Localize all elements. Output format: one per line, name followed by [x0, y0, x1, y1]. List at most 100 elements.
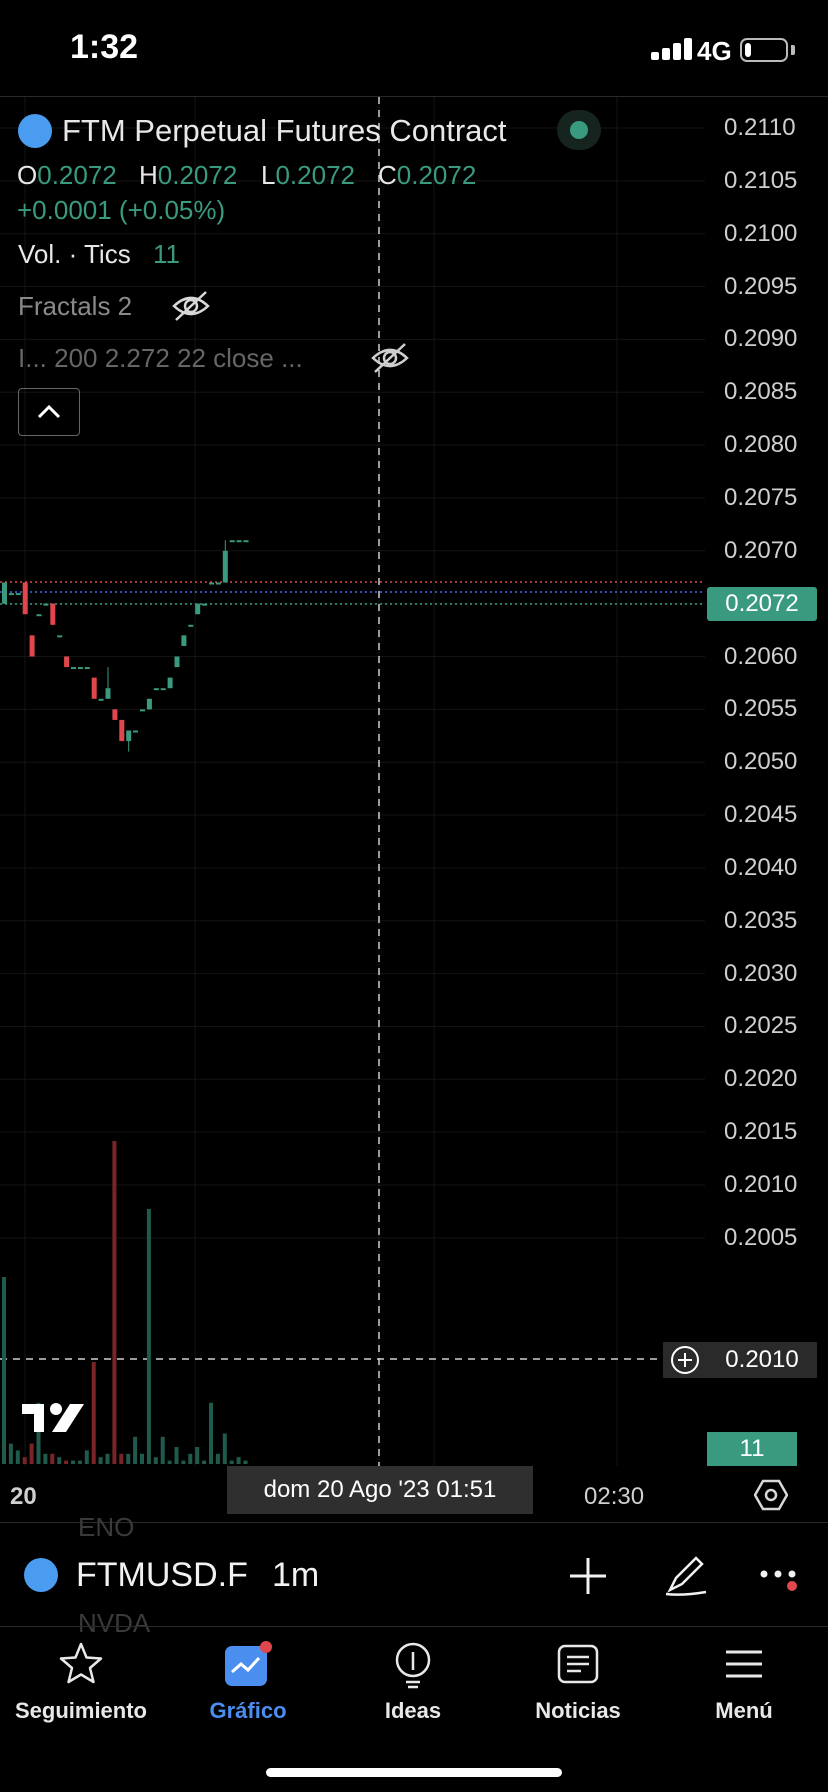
candle	[174, 656, 180, 668]
volume-bar	[119, 1453, 124, 1464]
volume-bar	[8, 1443, 13, 1464]
candle	[167, 677, 173, 689]
price-axis-label: 0.2050	[724, 748, 798, 776]
volume-label[interactable]: Vol. · Tics	[18, 239, 131, 269]
candle	[229, 540, 235, 543]
ohlc-open: O0.2072	[17, 160, 117, 190]
tab-noticias[interactable]: Noticias	[503, 1632, 653, 1742]
drawing-tools-button[interactable]	[662, 1550, 710, 1598]
ghost-list-item: NVDA	[78, 1608, 151, 1638]
candle	[146, 698, 152, 710]
candles	[2, 540, 249, 752]
candle	[160, 688, 166, 691]
price-change: +0.0001 (+0.05%)	[17, 195, 226, 225]
fantom-logo-icon	[18, 114, 52, 148]
candle	[8, 593, 14, 596]
candle	[153, 688, 159, 691]
ohlc-close: C0.2072	[378, 160, 477, 190]
tradingview-logo-icon	[22, 1403, 84, 1432]
collapse-legend-button[interactable]	[18, 388, 80, 436]
axis-settings-icon[interactable]	[754, 1478, 788, 1512]
candle	[105, 688, 111, 699]
volume-bar	[243, 1460, 248, 1464]
volume-bar	[209, 1402, 213, 1464]
volume-bar	[160, 1436, 165, 1464]
price-chart[interactable]	[0, 97, 828, 1522]
more-options-button[interactable]	[756, 1562, 802, 1602]
tab-menu[interactable]: Menú	[669, 1632, 819, 1742]
candle	[71, 667, 76, 670]
volume-bar	[105, 1453, 110, 1464]
volume-bar	[50, 1453, 55, 1464]
candle	[43, 603, 49, 606]
volume-bar	[29, 1443, 34, 1464]
volume-bar	[112, 1141, 117, 1464]
tab-grafico[interactable]: Gráfico	[173, 1632, 323, 1742]
candle	[202, 603, 208, 606]
price-axis-label: 0.2015	[724, 1118, 798, 1146]
volume-bar	[195, 1447, 200, 1464]
volume-value: 11	[153, 239, 180, 269]
battery-level	[745, 43, 751, 57]
ohlc-low: L0.2072	[261, 160, 355, 190]
volume-bar	[174, 1447, 179, 1464]
volume-bar	[71, 1460, 75, 1464]
status-time: 1:32	[70, 28, 139, 66]
price-axis-label: 0.2095	[724, 272, 798, 300]
home-indicator[interactable]	[266, 1768, 562, 1777]
candle	[236, 540, 242, 543]
hidden-eye-icon[interactable]	[170, 288, 212, 324]
volume-bar	[22, 1457, 27, 1464]
network-label: 4G	[697, 36, 732, 66]
price-axis-label: 0.2105	[724, 166, 798, 194]
time-axis-label: 20	[10, 1483, 37, 1510]
volume-bar	[126, 1453, 131, 1464]
chevron-up-icon	[37, 404, 61, 419]
volume-bar	[77, 1460, 82, 1464]
volume-bar	[91, 1362, 96, 1464]
candle	[215, 582, 221, 585]
price-axis-label: 0.2045	[724, 801, 798, 829]
volume-bar	[57, 1457, 62, 1464]
candle	[222, 550, 228, 583]
hidden-eye-icon[interactable]	[369, 340, 411, 376]
price-axis-label: 0.2100	[724, 219, 798, 247]
volume-bar	[15, 1450, 20, 1464]
candle	[77, 667, 83, 670]
volume-bar	[140, 1453, 144, 1464]
live-dot-icon	[570, 121, 588, 139]
price-axis-label: 0.2110	[724, 114, 796, 141]
volume-bar	[215, 1453, 220, 1464]
volume-bar	[236, 1457, 241, 1464]
candle	[112, 709, 118, 720]
interval-selector[interactable]: 1m	[272, 1556, 320, 1594]
candle	[22, 582, 28, 615]
price-axis-label: 0.2035	[724, 906, 798, 934]
candle	[57, 635, 63, 638]
price-axis-label: 0.2070	[724, 536, 798, 564]
volume-bar	[98, 1457, 103, 1464]
fantom-logo-icon	[24, 1558, 58, 1592]
add-alert-button[interactable]	[663, 1342, 707, 1378]
volume-bar	[133, 1436, 138, 1464]
lightbulb-icon	[395, 1642, 431, 1689]
candle	[50, 603, 56, 625]
candle	[36, 614, 42, 617]
symbol-title[interactable]: FTM Perpetual Futures Contract	[62, 113, 507, 148]
price-axis-label: 0.2055	[724, 695, 798, 723]
fractals-indicator-label[interactable]: Fractals 2	[18, 291, 133, 321]
market-status-indicator[interactable]	[557, 110, 601, 150]
tab-ideas[interactable]: Ideas	[338, 1632, 488, 1742]
top-divider	[0, 96, 828, 97]
volume-bar	[2, 1277, 6, 1464]
tab-seguimiento[interactable]: Seguimiento	[6, 1632, 156, 1742]
ma-indicator-label[interactable]: I... 200 2.272 22 close ...	[18, 343, 303, 373]
price-axis-label: 0.2030	[724, 959, 798, 987]
chart-icon	[225, 1641, 272, 1686]
candle	[119, 719, 125, 742]
plus-circle-icon	[671, 1346, 699, 1374]
add-indicator-button[interactable]	[566, 1554, 610, 1598]
symbol-selector[interactable]: FTMUSD.F	[76, 1556, 248, 1594]
battery-icon	[740, 38, 788, 62]
divider	[0, 1626, 828, 1627]
